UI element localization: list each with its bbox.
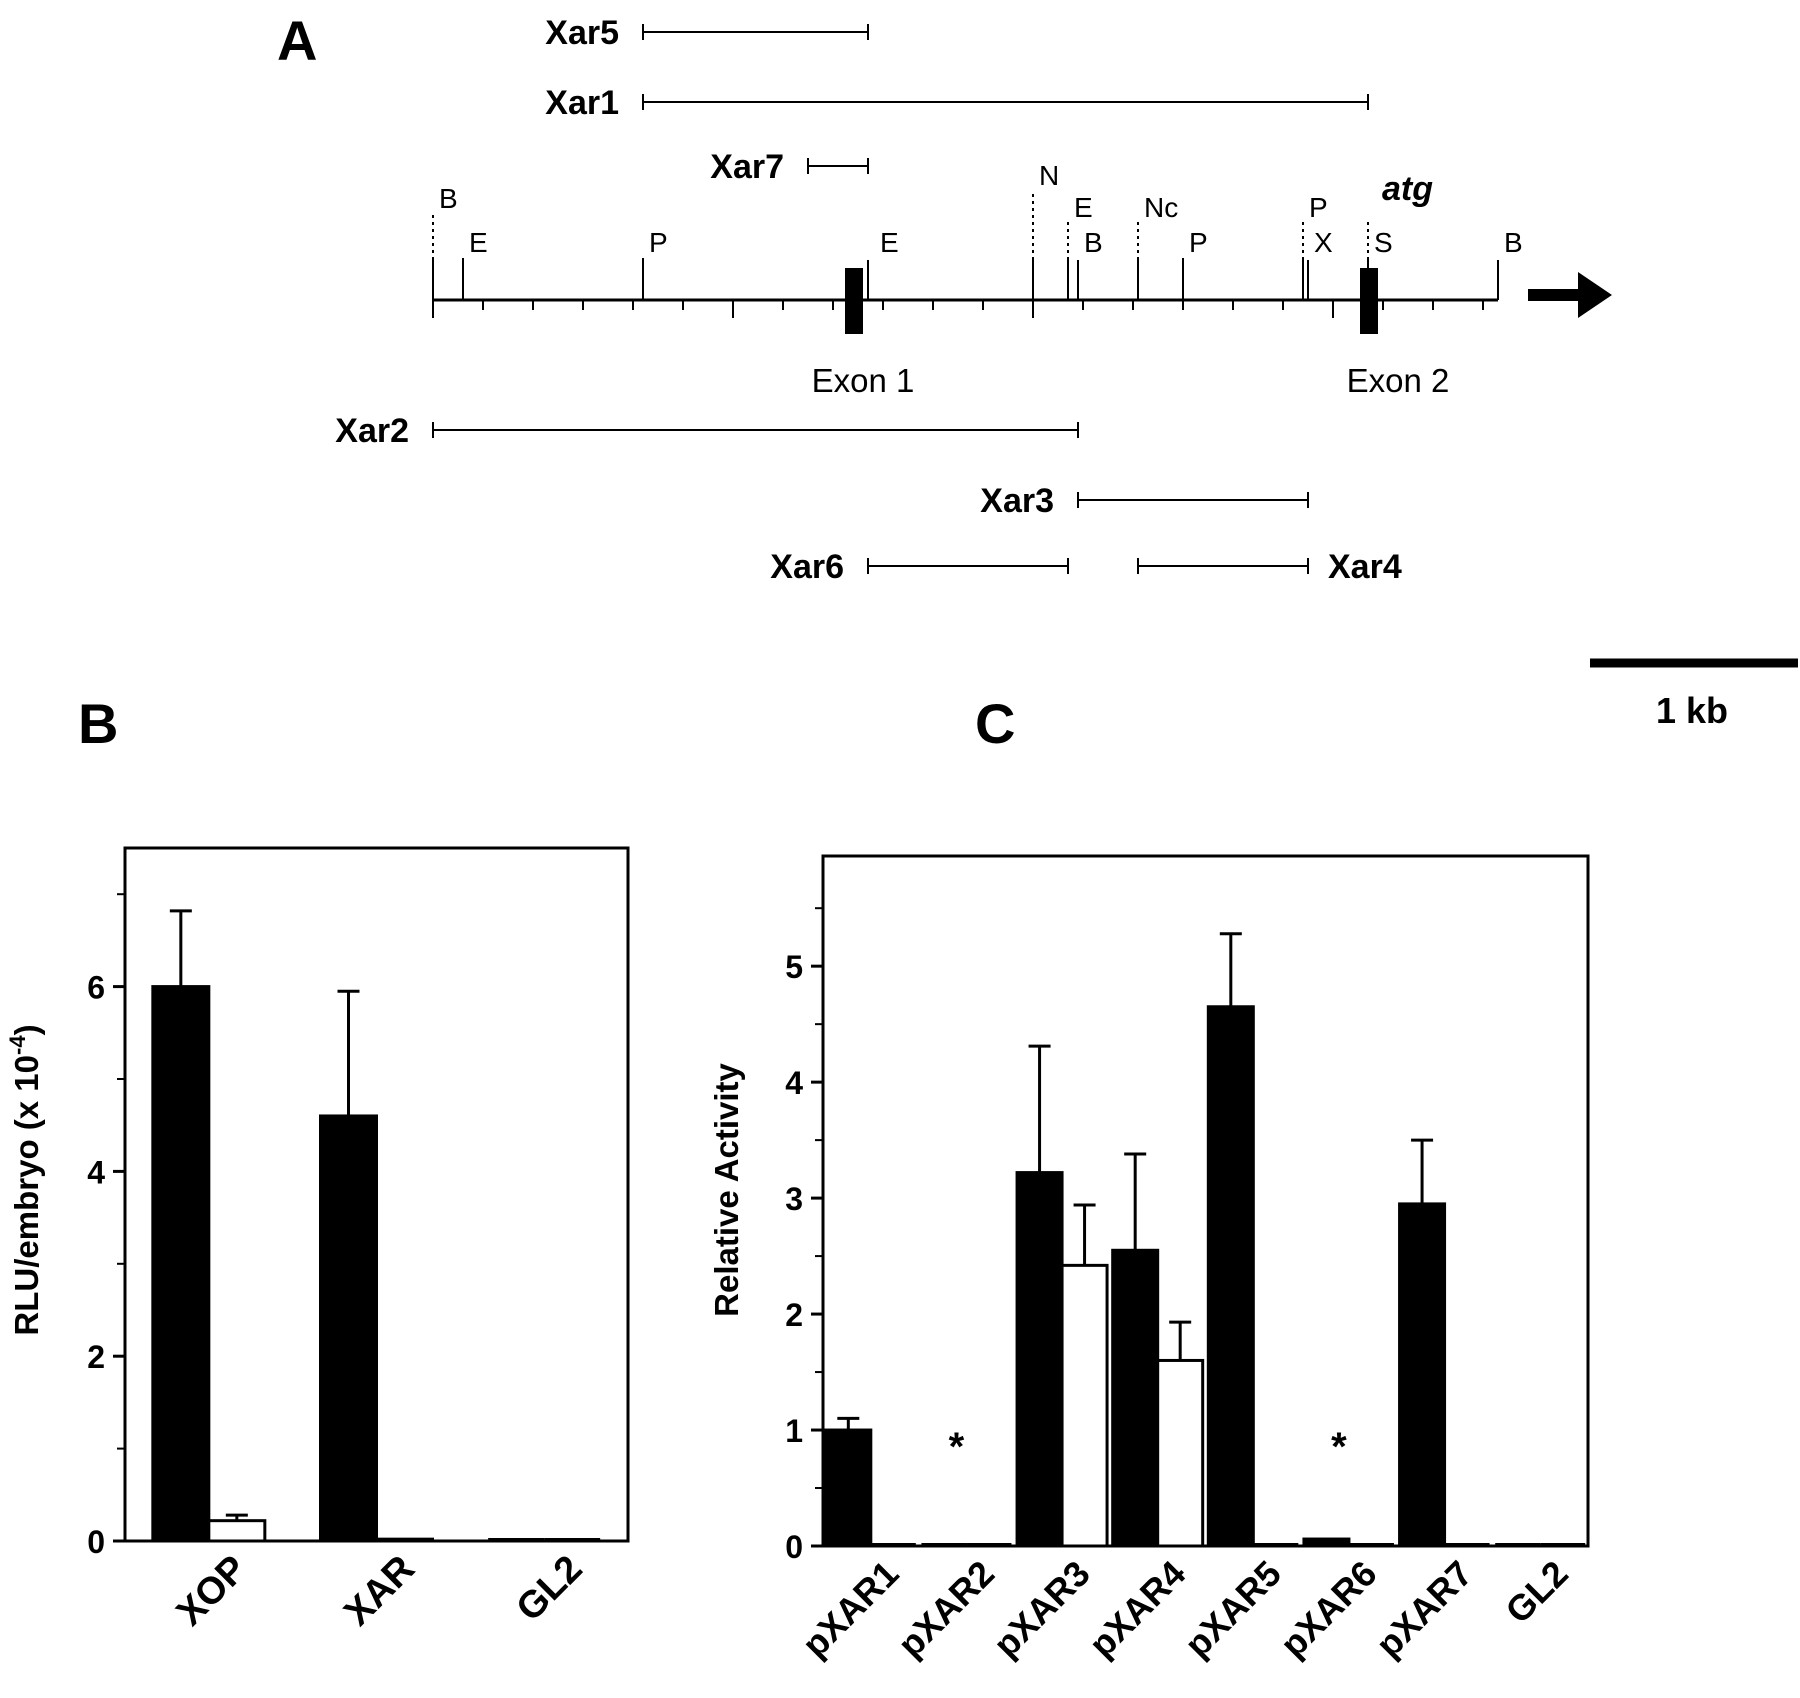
bar-filled	[1015, 1171, 1064, 1548]
category-label: pXAR1	[794, 1553, 906, 1665]
fragment-label: Xar1	[545, 84, 619, 122]
y-tick-label: 3	[785, 1181, 803, 1217]
exon-label: Exon 2	[1347, 362, 1450, 399]
exon-label: Exon 1	[812, 362, 915, 399]
y-tick-label: 2	[785, 1297, 803, 1333]
plot-frame	[821, 854, 1590, 1548]
site-label: X	[1314, 227, 1333, 258]
category-label: pXAR2	[890, 1553, 1002, 1665]
significance-asterisk: *	[1331, 1425, 1347, 1469]
bar-filled	[151, 985, 211, 1543]
chart-c-plot: 0 1 2 3 4 5 pXAR1pXAR2pXAR3pXAR4pXAR5pXAR6pXAR…	[785, 854, 1590, 1665]
significance-asterisk: *	[949, 1425, 965, 1469]
bar-filled	[1398, 1202, 1447, 1548]
chart-c: C 0 1 2 3 4 5 pXAR1pXAR2pXAR3pXAR4pXAR5pXAR6pX…	[708, 692, 1590, 1665]
panel-label-b: B	[78, 692, 118, 755]
category-label: pXAR3	[985, 1553, 1097, 1665]
scale-bar-label: 1 kb	[1656, 690, 1728, 731]
y-tick-label: 5	[785, 949, 803, 985]
category-label: GL2	[1497, 1553, 1575, 1631]
atg-label: atg	[1382, 170, 1433, 208]
fragment-label: Xar7	[710, 148, 784, 186]
site-label: S	[1374, 227, 1393, 258]
site-label: B	[1084, 227, 1103, 258]
y-tick-label: 2	[87, 1339, 105, 1375]
panel-label-a: A	[277, 9, 317, 72]
y-tick-label: 0	[785, 1529, 803, 1565]
category-label: pXAR6	[1272, 1553, 1384, 1665]
y-tick-label: 6	[87, 970, 105, 1006]
category-label: pXAR5	[1177, 1553, 1289, 1665]
y-tick-label: 0	[87, 1524, 105, 1560]
category-label: pXAR7	[1368, 1553, 1480, 1665]
site-label: E	[469, 227, 488, 258]
bar-filled	[319, 1114, 378, 1543]
chart-b-plot: 0 2 4 6 XOP XAR GL2	[87, 846, 630, 1634]
scale-bar: 1 kb	[1590, 658, 1798, 731]
site-label: E	[1074, 192, 1093, 223]
fragment-label: Xar6	[770, 548, 844, 586]
category-label: pXAR4	[1081, 1553, 1193, 1665]
y-tick-label: 4	[785, 1065, 803, 1101]
panel-label-c: C	[975, 692, 1015, 755]
bar-filled	[1111, 1248, 1160, 1548]
fragment-label: Xar2	[335, 412, 409, 450]
exon-block	[845, 268, 863, 334]
site-label: P	[1309, 192, 1328, 223]
y-tick-label: 1	[785, 1413, 803, 1449]
chart-c-y-axis-label: Relative Activity	[708, 1063, 745, 1317]
bar-filled	[1206, 1005, 1255, 1548]
bar-filled	[1302, 1537, 1351, 1548]
chart-b: B 0 2 4 6 XOP XAR GL2 RLU/embryo (x 10-4)	[5, 692, 630, 1634]
arrow-icon	[1528, 272, 1612, 318]
fragment-label: Xar5	[545, 14, 619, 52]
bar-filled	[824, 1428, 873, 1548]
category-label: XOP	[169, 1548, 255, 1634]
chart-b-y-axis-label: RLU/embryo (x 10-4)	[5, 1024, 45, 1335]
site-label: P	[649, 227, 668, 258]
y-tick-label: 4	[87, 1154, 105, 1190]
category-label: XAR	[336, 1548, 422, 1634]
bar-open	[1060, 1263, 1109, 1548]
site-label: P	[1189, 227, 1208, 258]
site-label: N	[1039, 160, 1059, 191]
bar-open	[1156, 1358, 1205, 1548]
site-label: B	[1504, 227, 1523, 258]
site-label: E	[880, 227, 899, 258]
exon-block	[1360, 268, 1378, 334]
category-label: GL2	[509, 1548, 591, 1630]
site-label: B	[439, 183, 458, 214]
bar-open	[207, 1519, 267, 1543]
bar-open	[375, 1537, 434, 1543]
fragment-label: Xar3	[980, 482, 1054, 520]
site-label: Nc	[1144, 192, 1178, 223]
fragment-label: Xar4	[1328, 548, 1402, 586]
